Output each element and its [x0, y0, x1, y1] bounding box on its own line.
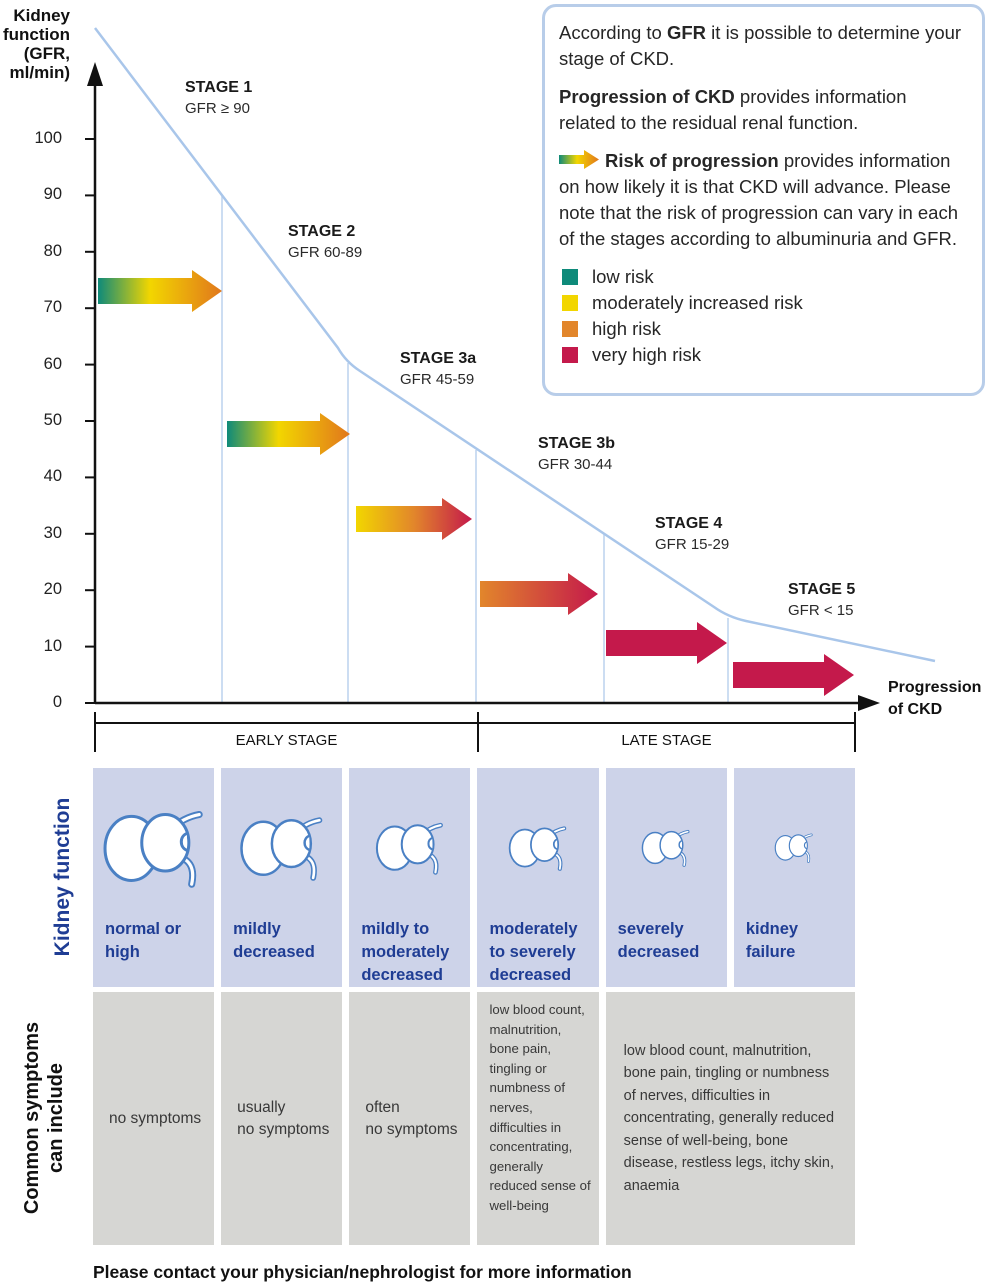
stage-5-label: STAGE 5 GFR < 15 — [788, 581, 856, 619]
symptoms-cell-stage-1: no symptoms — [93, 992, 215, 1245]
info-paragraph-gfr: According to GFR it is possible to deter… — [559, 22, 962, 69]
y-tick-label: 90 — [43, 185, 62, 203]
kidney-function-cell-stage-4: severely decreased — [605, 768, 727, 987]
stage-3b-label: STAGE 3b GFR 30-44 — [538, 435, 616, 473]
y-tick-label: 10 — [43, 637, 62, 655]
kidney-icon — [103, 810, 203, 888]
stage-1-label: STAGE 1 GFR ≥ 90 — [185, 79, 253, 117]
symptoms-cell-stage-2: usually no symptoms — [221, 992, 343, 1245]
late-stage-label: LATE STAGE — [621, 732, 712, 749]
y-axis-title: Kidney function (GFR, ml/min) — [2, 6, 70, 82]
legend-item-low-risk: low risk — [559, 264, 968, 290]
very-high-risk-swatch — [562, 347, 578, 363]
kidney-function-cell-stage-3b: moderately to severely decreased — [477, 768, 599, 987]
kidney-function-cell-stage-1: normal or high — [93, 768, 215, 987]
y-tick-label: 40 — [43, 467, 62, 485]
stage-3a-label: STAGE 3a GFR 45-59 — [400, 350, 477, 388]
footer-note: Please contact your physician/nephrologi… — [93, 1262, 632, 1282]
y-axis-ticks — [85, 138, 95, 704]
risk-arrow-stage-5 — [733, 654, 854, 696]
y-tick-label: 20 — [43, 580, 62, 598]
kidney-function-cell-stage-5: kidney failure — [733, 768, 855, 987]
symptoms-cell-stage-3a: often no symptoms — [349, 992, 471, 1245]
common-symptoms-row: no symptoms usually no symptoms often no… — [93, 992, 855, 1245]
y-tick-label: 60 — [43, 355, 62, 373]
stage-dividers — [221, 196, 729, 702]
stage-4-label: STAGE 4 GFR 15-29 — [655, 515, 730, 553]
symptoms-cell-stage-4-5: low blood count, malnutrition, bone pain… — [605, 992, 855, 1245]
early-stage-label: EARLY STAGE — [235, 732, 338, 749]
y-tick-label: 30 — [43, 524, 62, 542]
risk-gradient-arrow-icon — [559, 150, 599, 169]
common-symptoms-row-label: Common symptoms can include — [21, 1021, 67, 1215]
kidney-function-row-label: Kidney function — [51, 797, 74, 957]
symptoms-cell-stage-3b: low blood count, malnutrition, bone pain… — [477, 992, 599, 1245]
risk-arrow-stage-3a — [356, 498, 472, 540]
y-tick-label: 100 — [34, 129, 62, 147]
info-box: According to GFR it is possible to deter… — [542, 4, 985, 396]
ckd-progression-chart — [85, 27, 936, 752]
kidney-icon — [239, 816, 323, 881]
risk-arrow-stage-4 — [606, 622, 727, 664]
legend-item-high-risk: high risk — [559, 316, 968, 342]
kidney-function-row: normal or high mildly decreased mildly t… — [93, 768, 855, 987]
kidney-icon — [775, 833, 814, 863]
x-axis-label: Progression of CKD — [888, 679, 982, 718]
y-tick-label: 80 — [43, 242, 62, 260]
kidney-icon — [508, 825, 567, 871]
y-tick-label: 0 — [52, 693, 62, 711]
gfr-decline-line — [94, 27, 936, 663]
stage-2-label: STAGE 2 GFR 60-89 — [288, 223, 363, 261]
kidney-icon — [375, 822, 443, 875]
risk-arrow-stage-2 — [227, 413, 350, 455]
x-axis — [95, 695, 880, 711]
moderate-risk-swatch — [562, 295, 578, 311]
info-paragraph-risk: Risk of progression provides information… — [559, 150, 958, 249]
legend-item-moderately-increased-risk: moderately increased risk — [559, 290, 968, 316]
risk-arrow-stage-1 — [98, 270, 222, 312]
y-tick-label: 50 — [43, 411, 62, 429]
low-risk-swatch — [562, 269, 578, 285]
y-tick-label: 70 — [43, 298, 62, 316]
kidney-function-cell-stage-3a: mildly to moderately decreased — [349, 768, 471, 987]
high-risk-swatch — [562, 321, 578, 337]
kidney-icon — [641, 829, 690, 867]
risk-arrow-stage-3b — [480, 573, 598, 615]
legend-item-very-high-risk: very high risk — [559, 342, 968, 368]
y-axis — [85, 62, 103, 704]
kidney-function-cell-stage-2: mildly decreased — [221, 768, 343, 987]
info-paragraph-progression: Progression of CKD provides information … — [559, 86, 907, 133]
early-late-bracket — [94, 712, 856, 752]
